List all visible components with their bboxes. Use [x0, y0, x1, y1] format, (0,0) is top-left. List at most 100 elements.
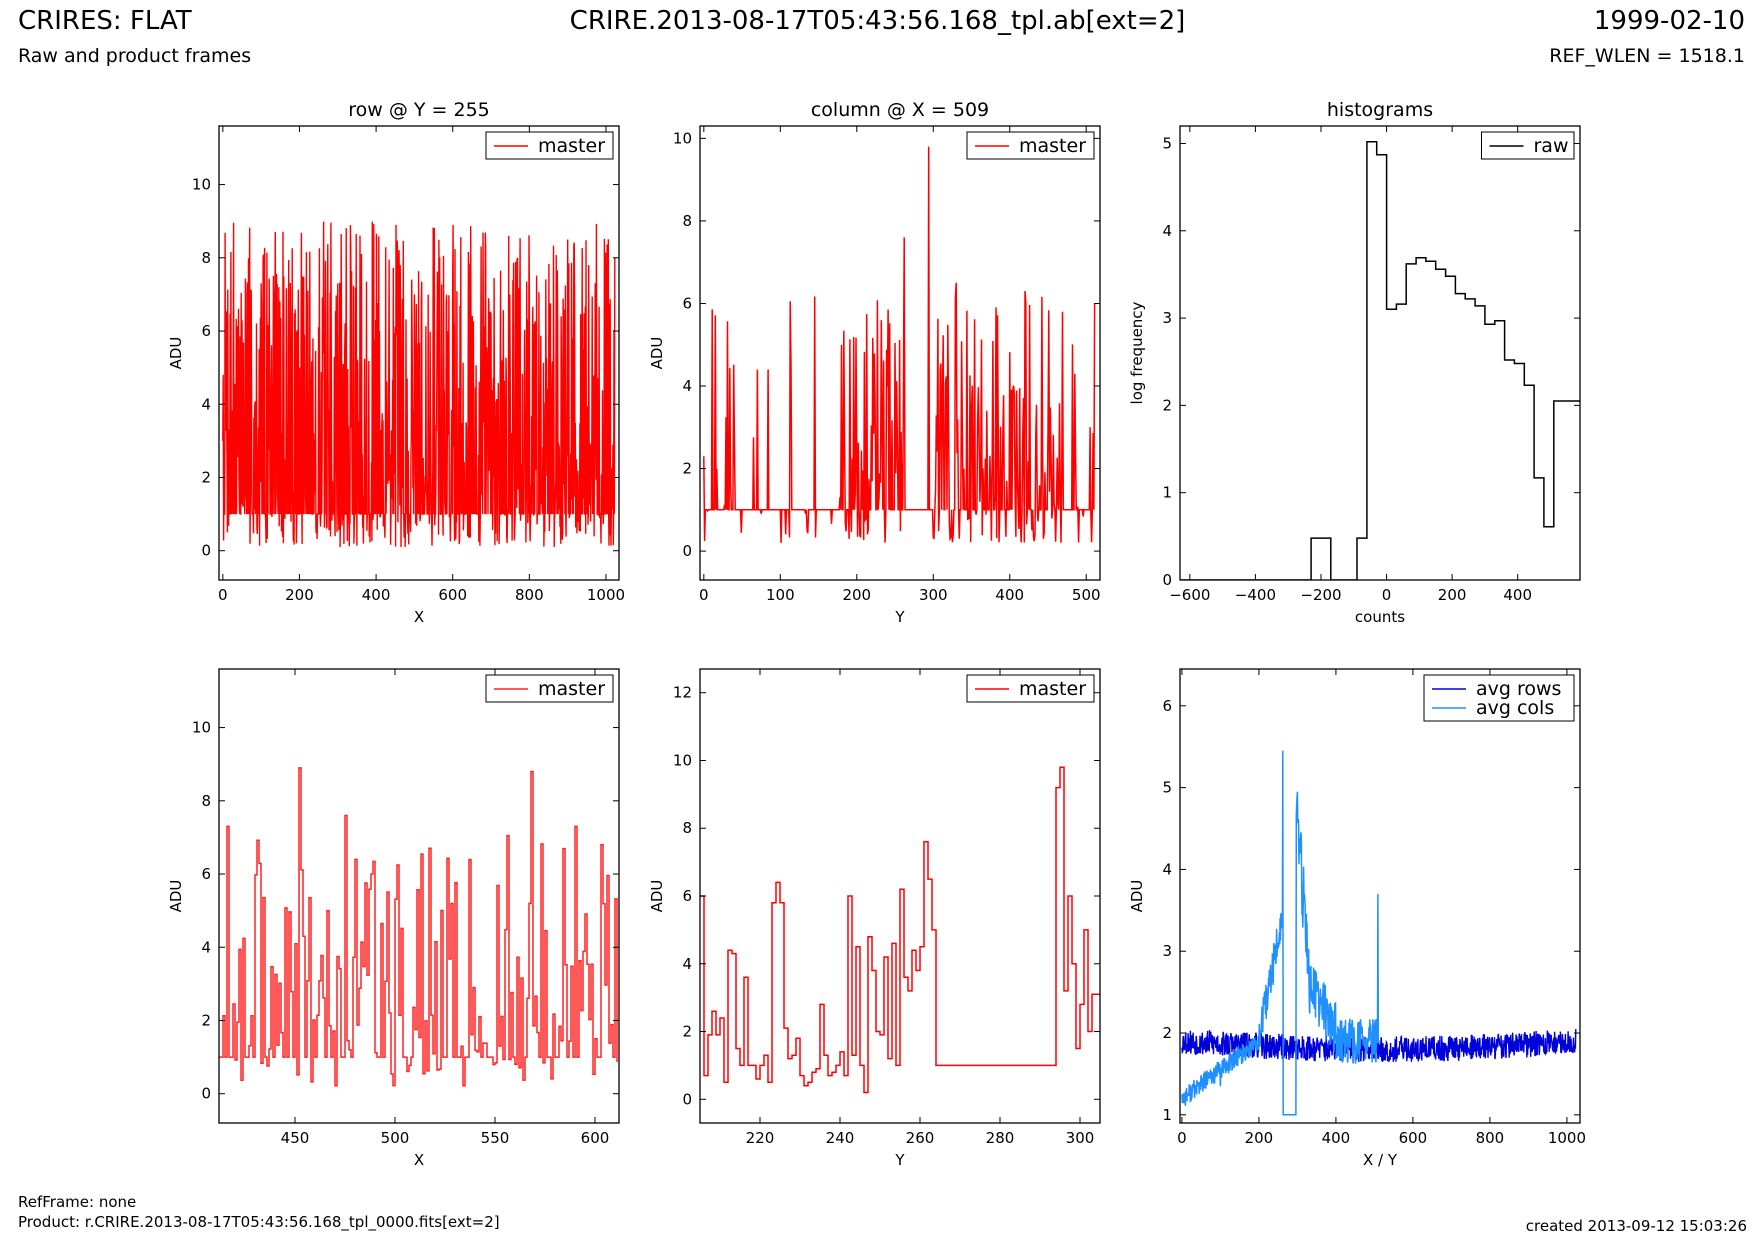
x-tick-label: 600	[581, 1129, 610, 1147]
x-axis-label: Y	[894, 1151, 905, 1169]
x-tick-label: 0	[1382, 586, 1392, 604]
x-tick-label: 600	[1399, 1129, 1428, 1147]
y-tick-label: 6	[682, 294, 692, 312]
x-tick-label: 500	[1072, 586, 1101, 604]
legend-label: master	[538, 135, 605, 157]
x-tick-label: 600	[438, 586, 467, 604]
series-master-line	[222, 221, 616, 548]
date-label: 1999-02-10	[1593, 6, 1745, 36]
x-tick-label: 100	[766, 586, 795, 604]
file-name: CRIRE.2013-08-17T05:43:56.168_tpl.ab[ext…	[569, 6, 1186, 36]
series-raw-line	[1180, 140, 1580, 580]
series-master-line	[700, 766, 1100, 1094]
y-tick-label: 0	[201, 542, 211, 560]
y-tick-label: 10	[673, 129, 692, 147]
y-tick-label: 3	[1162, 942, 1172, 960]
y-tick-label: 2	[201, 1011, 211, 1029]
plot-area	[703, 146, 1096, 543]
page-title: CRIRES: FLAT	[18, 6, 192, 36]
chart-title: histograms	[1327, 99, 1433, 121]
x-tick-label: 1000	[587, 586, 625, 604]
x-tick-label: 200	[1438, 586, 1467, 604]
y-tick-label: 3	[1162, 309, 1172, 327]
x-tick-label: 400	[995, 586, 1024, 604]
x-tick-label: 800	[1476, 1129, 1505, 1147]
x-tick-label: −400	[1235, 586, 1276, 604]
plot-area	[700, 766, 1100, 1094]
y-axis-label: ADU	[648, 880, 666, 913]
x-tick-label: 220	[746, 1129, 775, 1147]
series-master-line	[219, 767, 618, 1087]
plot-area	[222, 221, 616, 548]
x-tick-label: 400	[1503, 586, 1532, 604]
y-tick-label: 8	[201, 249, 211, 267]
y-tick-label: 4	[1162, 222, 1172, 240]
x-tick-label: 1000	[1548, 1129, 1586, 1147]
x-tick-label: 800	[515, 586, 544, 604]
y-tick-label: 6	[201, 322, 211, 340]
y-axis-label: ADU	[167, 880, 185, 913]
y-tick-label: 5	[1162, 134, 1172, 152]
series-master-line	[703, 146, 1096, 543]
legend: master	[485, 674, 614, 703]
chart-hist: histograms −600 −400 −200 0 200 400 0 1 2 3 4 5 count…	[1128, 99, 1581, 626]
x-tick-label: −200	[1300, 586, 1341, 604]
x-tick-label: 240	[826, 1129, 855, 1147]
x-tick-label: 200	[285, 586, 314, 604]
chart-avg: 0 200 400 600 800 1000 1 2 3 4 5 6 X / Y ADU avg rowsa…	[1128, 668, 1586, 1169]
y-tick-label: 4	[201, 938, 211, 956]
axes-frame	[218, 668, 620, 1124]
legend: master	[966, 131, 1095, 160]
x-tick-label: 0	[218, 586, 228, 604]
y-tick-label: 0	[1162, 571, 1172, 589]
legend-label: master	[538, 678, 605, 700]
chart-title: row @ Y = 255	[348, 99, 490, 121]
y-tick-label: 8	[682, 819, 692, 837]
y-tick-label: 0	[682, 542, 692, 560]
ref-frame-label: RefFrame: none	[18, 1193, 137, 1211]
x-tick-label: 450	[281, 1129, 310, 1147]
y-tick-label: 8	[682, 212, 692, 230]
x-tick-label: 200	[842, 586, 871, 604]
product-label: Product: r.CRIRE.2013-08-17T05:43:56.168…	[18, 1213, 500, 1231]
y-tick-label: 2	[1162, 396, 1172, 414]
x-tick-label: 200	[1245, 1129, 1274, 1147]
series-avg-rows-line	[1181, 1028, 1577, 1063]
chart-col: column @ X = 509 0 100 200 300 400 500 0 2 4 6 8 10 Y…	[648, 99, 1101, 626]
chart-col-zoom: 220 240 260 280 300 0 2 4 6 8 10 12 Y ADU master	[648, 668, 1101, 1169]
y-tick-label: 6	[201, 865, 211, 883]
x-tick-label: 0	[1177, 1129, 1187, 1147]
y-tick-label: 6	[682, 887, 692, 905]
y-tick-label: 2	[1162, 1024, 1172, 1042]
chart-title: column @ X = 509	[811, 99, 989, 121]
y-tick-label: 2	[682, 460, 692, 478]
y-tick-label: 2	[201, 468, 211, 486]
y-axis-label: ADU	[648, 337, 666, 370]
created-label: created 2013-09-12 15:03:26	[1525, 1217, 1747, 1235]
y-tick-label: 10	[673, 751, 692, 769]
y-tick-label: 10	[192, 176, 211, 194]
x-tick-label: −600	[1169, 586, 1210, 604]
y-tick-label: 12	[673, 684, 692, 702]
axes-frame	[218, 125, 620, 581]
plot-area	[1180, 140, 1580, 580]
y-tick-label: 1	[1162, 484, 1172, 502]
legend-label: master	[1019, 135, 1086, 157]
y-tick-label: 4	[682, 377, 692, 395]
y-tick-label: 10	[192, 719, 211, 737]
legend-box	[1423, 674, 1575, 722]
x-tick-label: 500	[381, 1129, 410, 1147]
y-axis-label: log frequency	[1128, 301, 1146, 404]
x-tick-label: 300	[919, 586, 948, 604]
y-tick-label: 4	[1162, 860, 1172, 878]
axes-frame	[1179, 668, 1581, 1124]
x-axis-label: Y	[894, 608, 905, 626]
y-tick-label: 1	[1162, 1106, 1172, 1124]
ref-wlen-label: REF_WLEN = 1518.1	[1549, 45, 1745, 67]
legend: raw	[1481, 131, 1575, 160]
series-avg-cols-line	[1181, 750, 1380, 1116]
chart-row-zoom: 450 500 550 600 0 2 4 6 8 10 X ADU master	[167, 668, 620, 1169]
legend-label: avg cols	[1476, 697, 1554, 719]
